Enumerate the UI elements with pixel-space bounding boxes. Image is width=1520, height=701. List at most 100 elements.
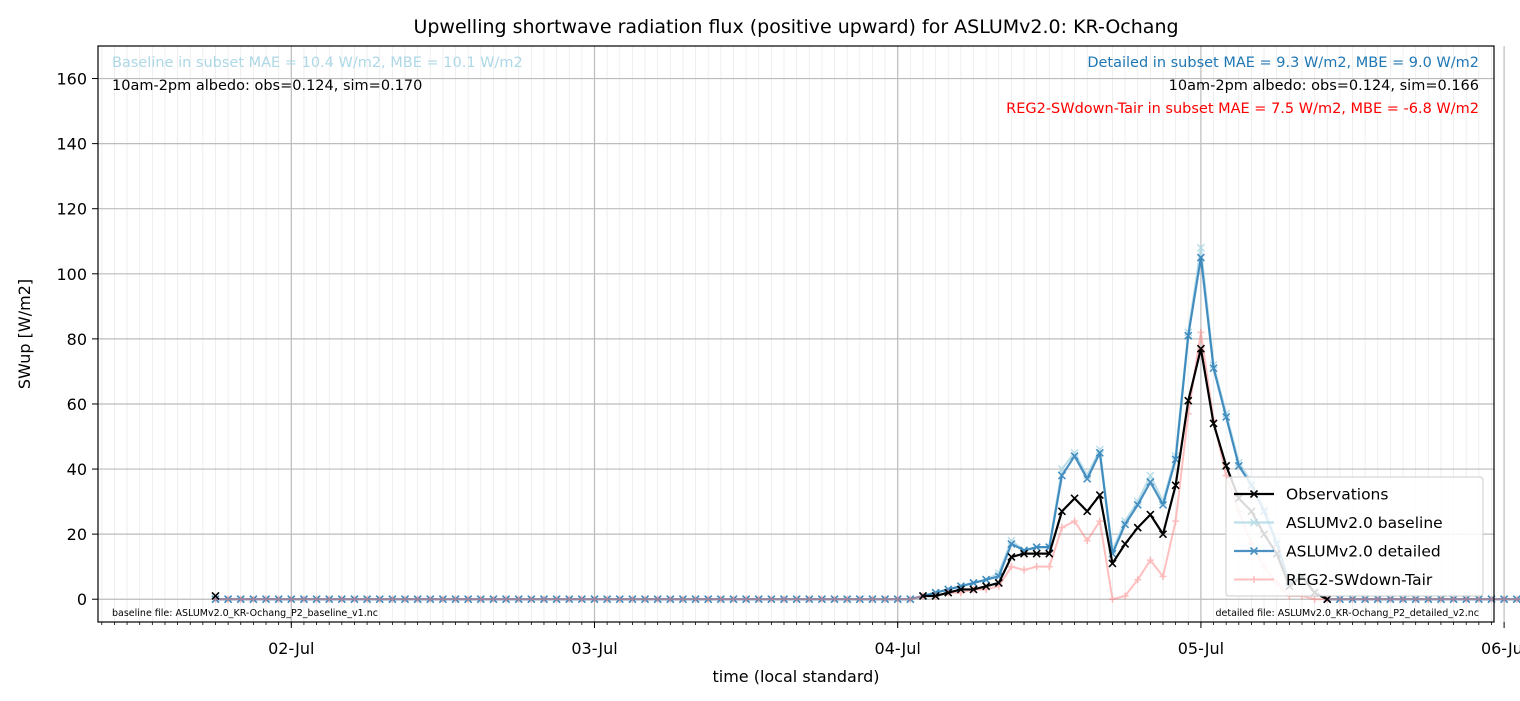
series-layer <box>211 243 1520 604</box>
data-point <box>237 595 245 603</box>
data-point <box>1108 559 1117 568</box>
y-axis: 0 20 40 60 80 100 120 140 160 <box>56 70 98 609</box>
data-point <box>1196 253 1205 262</box>
data-point <box>578 595 586 603</box>
data-point <box>1412 595 1420 603</box>
data-point <box>982 582 991 591</box>
data-point <box>224 595 232 603</box>
data-point <box>1083 537 1091 545</box>
y-tick-label: 20 <box>67 525 87 544</box>
data-point <box>969 585 978 594</box>
data-point <box>1184 331 1193 340</box>
data-point <box>1184 396 1193 405</box>
x-tick-label: 06-Jul <box>1481 639 1520 658</box>
data-point <box>1146 510 1155 519</box>
data-point <box>300 595 308 603</box>
data-point <box>1058 524 1066 532</box>
data-point <box>793 595 801 603</box>
data-point <box>1197 328 1205 336</box>
baseline-albedo-annotation: 10am-2pm albedo: obs=0.124, sim=0.170 <box>112 78 422 94</box>
y-tick-label: 120 <box>56 200 87 219</box>
data-point <box>1083 507 1092 516</box>
x-axis: 02-Jul 03-Jul 04-Jul 05-Jul 06-Jul <box>101 622 1520 658</box>
data-point <box>1045 549 1054 558</box>
data-point <box>843 595 851 603</box>
data-point <box>1083 474 1092 483</box>
data-point <box>262 595 270 603</box>
data-point <box>1095 491 1104 500</box>
data-point <box>1158 500 1168 509</box>
data-point <box>1171 455 1180 464</box>
data-point <box>439 595 447 603</box>
data-point <box>755 595 763 603</box>
data-point <box>1500 595 1508 603</box>
data-point <box>1475 595 1483 603</box>
data-point <box>1121 520 1130 529</box>
data-point <box>1007 539 1016 548</box>
data-point <box>1222 412 1231 422</box>
data-point <box>1374 595 1382 603</box>
data-point <box>1133 523 1142 532</box>
legend-marker <box>1249 489 1259 499</box>
y-tick-label: 0 <box>77 590 87 609</box>
data-point <box>426 595 434 603</box>
data-point <box>1222 461 1231 470</box>
data-point <box>1209 419 1218 428</box>
data-point <box>856 595 864 603</box>
data-point <box>982 575 991 584</box>
data-point <box>1159 572 1167 580</box>
x-tick-label: 03-Jul <box>571 639 617 658</box>
data-point <box>780 595 788 603</box>
data-point <box>1336 595 1344 603</box>
series-line <box>215 331 1520 601</box>
data-point <box>603 595 611 603</box>
data-point <box>414 595 422 603</box>
data-point <box>1108 595 1116 603</box>
data-point <box>906 595 914 603</box>
data-point <box>565 595 573 603</box>
legend-swatch <box>1234 546 1274 556</box>
data-point <box>1095 445 1104 454</box>
data-point <box>931 591 940 601</box>
data-point <box>287 595 295 603</box>
legend-box <box>1225 476 1484 597</box>
x-tick-label: 04-Jul <box>875 639 921 658</box>
minor-grid <box>101 46 1492 622</box>
data-point <box>831 595 839 603</box>
data-point <box>729 595 737 603</box>
legend-marker <box>1249 518 1259 527</box>
data-point <box>1209 364 1218 373</box>
data-point <box>1171 481 1180 490</box>
detailed-stats-annotation: Detailed in subset MAE = 9.3 W/m2, MBE =… <box>1087 55 1479 71</box>
data-point <box>1196 243 1205 252</box>
data-point <box>1032 549 1041 558</box>
data-point <box>767 595 775 603</box>
data-point <box>1095 448 1104 457</box>
legend-label: ASLUMv2.0 baseline <box>1286 514 1443 532</box>
legend-label: REG2-SWdown-Tair <box>1286 571 1433 589</box>
data-point <box>1361 595 1369 603</box>
data-point <box>1070 494 1079 503</box>
data-point <box>1234 461 1243 470</box>
data-point <box>1349 595 1357 603</box>
data-point <box>515 595 523 603</box>
x-tick-label: 05-Jul <box>1178 639 1224 658</box>
y-tick-label: 80 <box>67 330 87 349</box>
data-point <box>527 595 535 603</box>
data-point <box>1196 344 1205 353</box>
detailed-file-note: detailed file: ASLUMv2.0_KR-Ochang_P2_de… <box>1215 608 1479 619</box>
x-tick-label: 02-Jul <box>268 639 314 658</box>
reg2-stats-annotation: REG2-SWdown-Tair in subset MAE = 7.5 W/m… <box>1006 101 1479 117</box>
detailed-albedo-annotation: 10am-2pm albedo: obs=0.124, sim=0.166 <box>1169 78 1479 94</box>
baseline-stats-annotation: Baseline in subset MAE = 10.4 W/m2, MBE … <box>112 55 523 71</box>
data-point <box>313 595 321 603</box>
data-point <box>692 595 700 603</box>
data-point <box>401 595 409 603</box>
data-point <box>704 595 712 603</box>
data-point <box>956 585 965 594</box>
data-point <box>1057 507 1066 516</box>
data-point <box>477 595 485 603</box>
data-point <box>818 595 826 603</box>
baseline-file-note: baseline file: ASLUMv2.0_KR-Ochang_P2_ba… <box>112 608 378 619</box>
legend-label: Observations <box>1286 486 1388 504</box>
